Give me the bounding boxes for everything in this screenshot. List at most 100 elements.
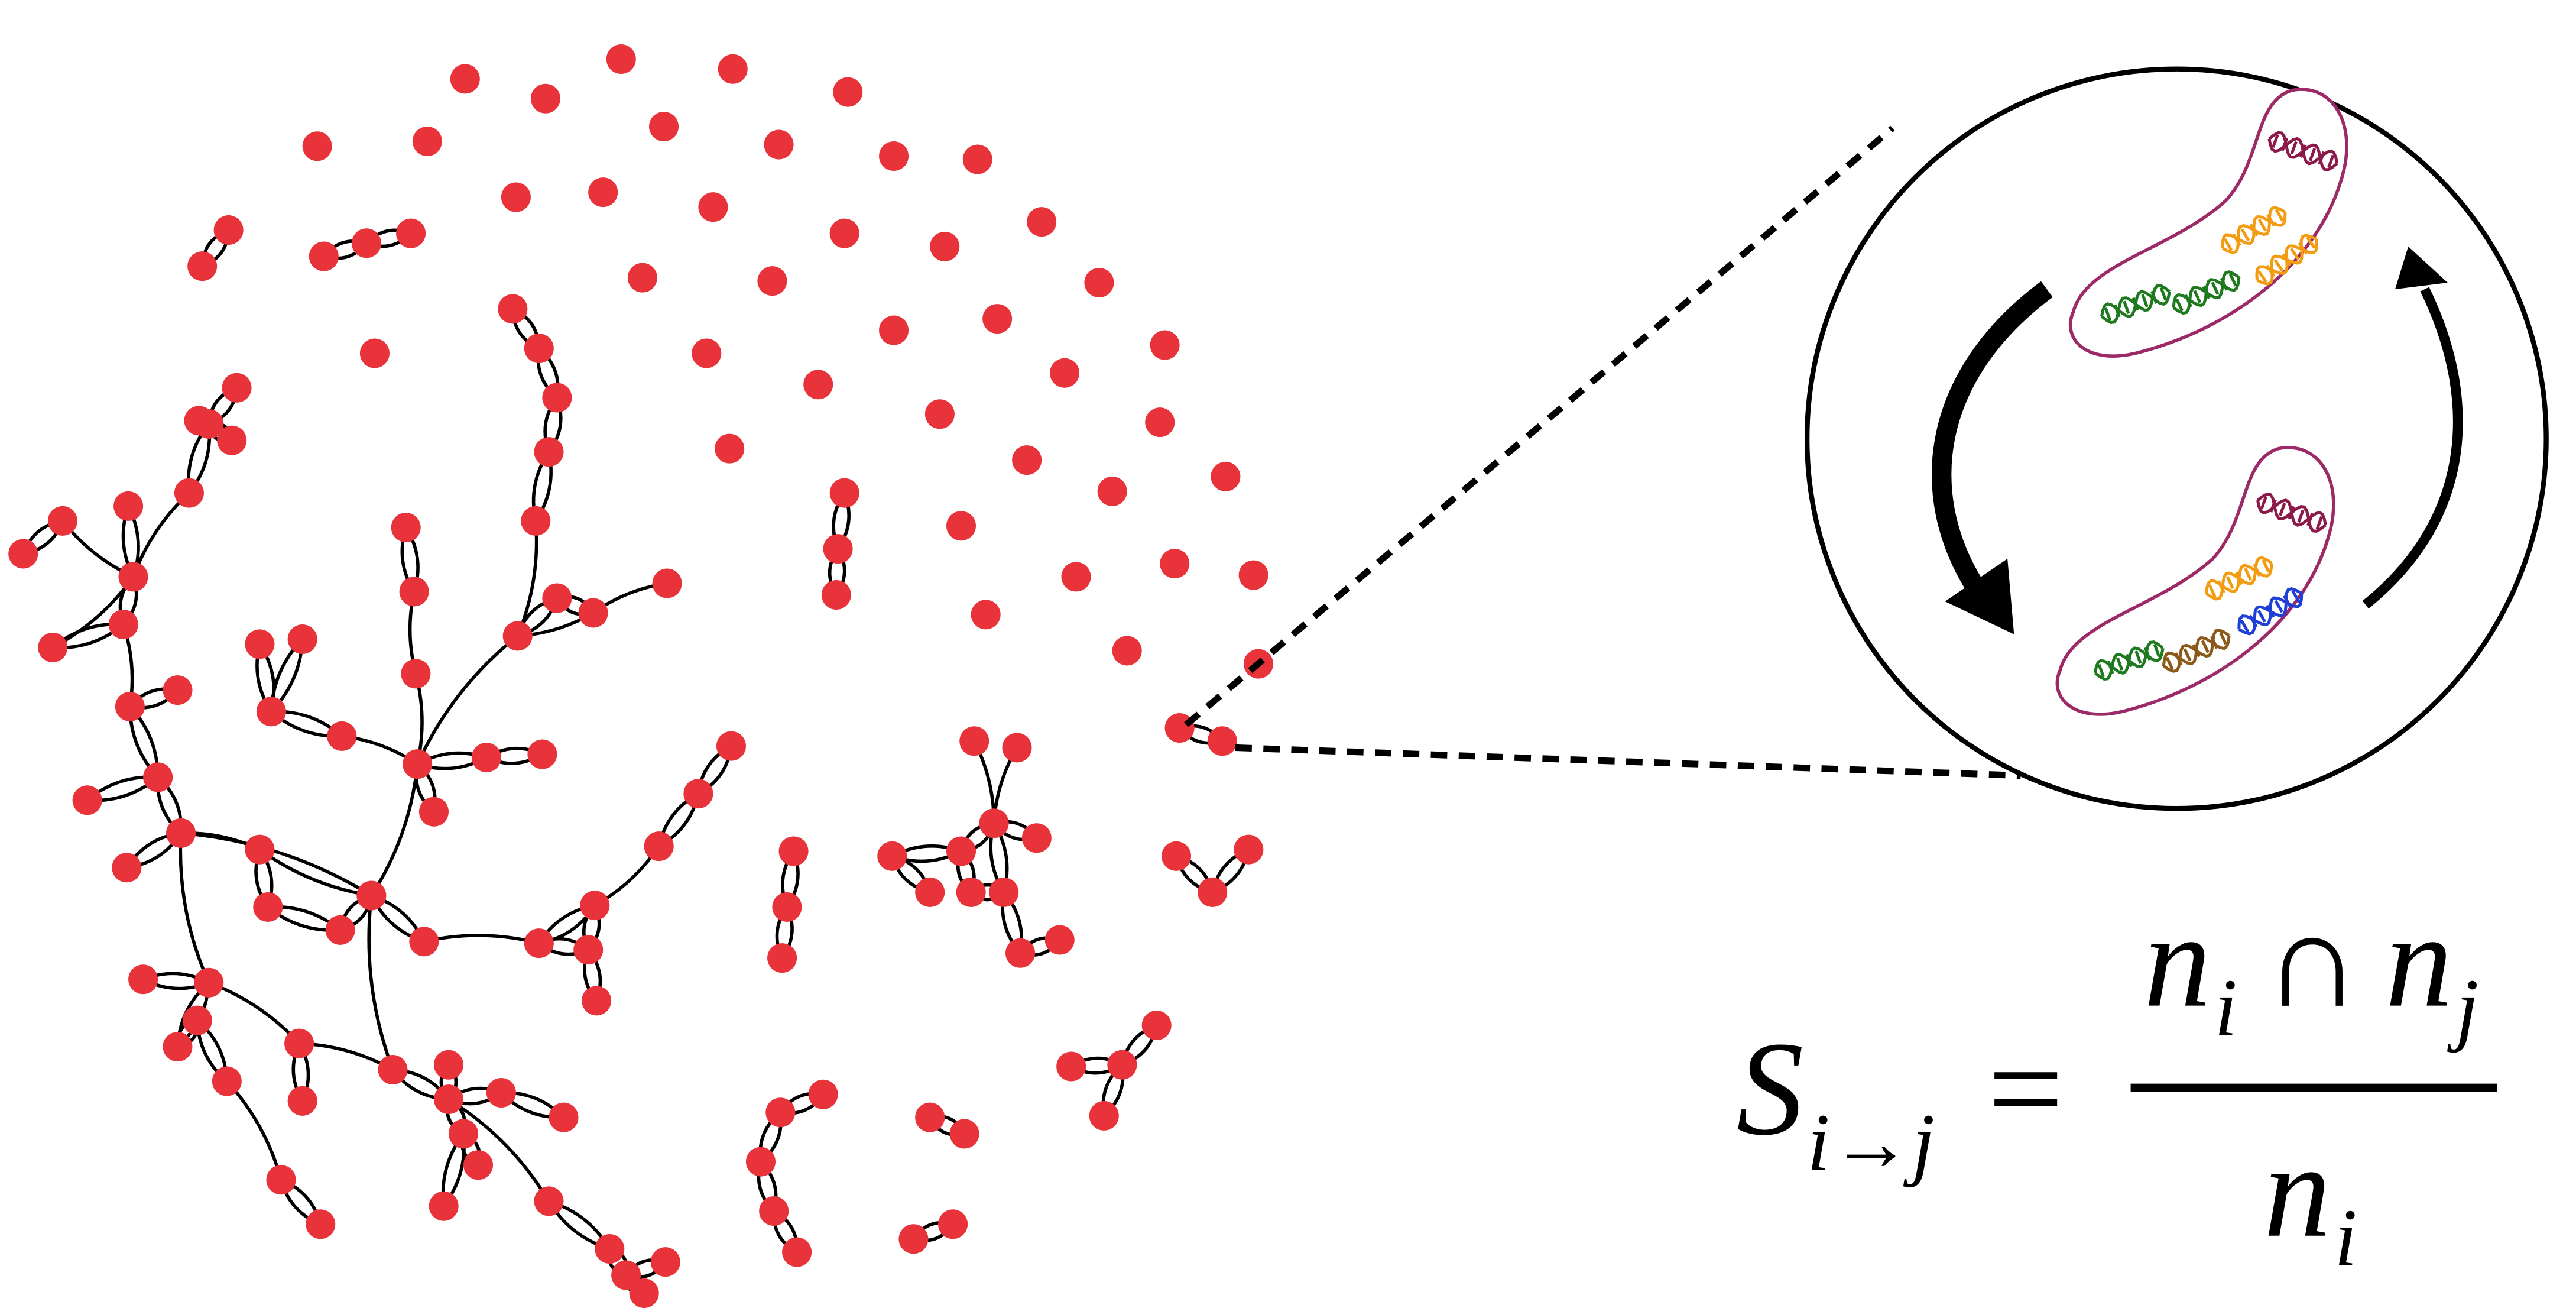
node bbox=[653, 568, 682, 598]
node bbox=[718, 54, 748, 84]
node bbox=[391, 513, 421, 542]
node bbox=[1005, 938, 1035, 968]
node bbox=[982, 304, 1012, 334]
node bbox=[38, 633, 67, 662]
node bbox=[698, 192, 728, 222]
network bbox=[8, 44, 1273, 1308]
node bbox=[1112, 636, 1142, 665]
node bbox=[1239, 561, 1268, 590]
edge bbox=[259, 850, 371, 896]
node bbox=[378, 1055, 407, 1084]
node bbox=[288, 624, 317, 654]
node bbox=[326, 915, 355, 945]
node bbox=[606, 44, 636, 74]
node bbox=[822, 580, 851, 610]
node bbox=[183, 1006, 212, 1035]
node bbox=[715, 434, 744, 464]
node bbox=[757, 266, 787, 296]
node bbox=[527, 740, 557, 769]
node bbox=[212, 1067, 242, 1096]
node bbox=[938, 1209, 968, 1239]
inset bbox=[1807, 69, 2546, 809]
node bbox=[1089, 1101, 1119, 1131]
node bbox=[580, 891, 609, 920]
node bbox=[1160, 549, 1189, 578]
node bbox=[782, 1238, 812, 1267]
node bbox=[1198, 878, 1227, 907]
edge bbox=[371, 764, 417, 895]
subscript: i→j bbox=[1807, 1097, 1935, 1189]
node bbox=[524, 334, 554, 363]
edge bbox=[181, 833, 371, 896]
node bbox=[683, 779, 713, 808]
page: {"formula": { "lhs": {"symbol": "S", "su… bbox=[0, 0, 2576, 1308]
node bbox=[1022, 823, 1052, 853]
edge bbox=[227, 1082, 281, 1180]
node bbox=[877, 841, 907, 871]
node bbox=[401, 659, 430, 688]
symbol: n bbox=[2144, 886, 2211, 1035]
node bbox=[809, 1080, 838, 1109]
node bbox=[1056, 1051, 1086, 1081]
node bbox=[309, 241, 339, 271]
node bbox=[48, 506, 77, 536]
node bbox=[486, 1078, 516, 1108]
node bbox=[113, 491, 143, 521]
node bbox=[409, 927, 439, 956]
node bbox=[73, 785, 102, 815]
node bbox=[143, 762, 173, 792]
node bbox=[8, 539, 38, 568]
node bbox=[1027, 207, 1056, 237]
node bbox=[779, 836, 809, 866]
node bbox=[1150, 331, 1180, 360]
node bbox=[245, 629, 274, 659]
node bbox=[303, 131, 332, 161]
node bbox=[419, 797, 449, 827]
node bbox=[400, 577, 429, 606]
edge bbox=[209, 983, 299, 1044]
node bbox=[833, 77, 862, 107]
node bbox=[930, 232, 959, 261]
node bbox=[925, 399, 955, 429]
node bbox=[898, 1224, 928, 1254]
node bbox=[582, 986, 611, 1015]
node bbox=[184, 406, 214, 435]
node bbox=[879, 316, 909, 345]
node bbox=[534, 1186, 563, 1216]
node bbox=[245, 835, 274, 865]
node bbox=[959, 726, 989, 756]
node bbox=[360, 338, 390, 368]
node bbox=[531, 84, 560, 114]
symbol: n bbox=[2385, 886, 2452, 1035]
node bbox=[1002, 733, 1031, 762]
node bbox=[1211, 462, 1240, 491]
node bbox=[306, 1209, 335, 1239]
node bbox=[549, 1103, 578, 1132]
node bbox=[450, 64, 480, 93]
node bbox=[396, 219, 426, 248]
node bbox=[764, 130, 794, 160]
subscript: i bbox=[2334, 1193, 2357, 1284]
node bbox=[588, 177, 618, 207]
node bbox=[772, 892, 802, 922]
node bbox=[187, 251, 217, 281]
node bbox=[501, 182, 531, 212]
node bbox=[759, 1196, 789, 1226]
node bbox=[1162, 841, 1191, 871]
node bbox=[284, 1029, 314, 1058]
node bbox=[692, 338, 721, 368]
node bbox=[542, 383, 572, 412]
node bbox=[573, 935, 603, 964]
node bbox=[288, 1086, 317, 1116]
node bbox=[521, 506, 550, 536]
node bbox=[1107, 1050, 1137, 1080]
node bbox=[214, 215, 244, 245]
edge bbox=[417, 636, 518, 764]
node bbox=[352, 228, 381, 258]
node bbox=[112, 853, 141, 882]
node bbox=[542, 584, 572, 613]
node bbox=[449, 1119, 478, 1148]
node bbox=[630, 1278, 659, 1308]
node bbox=[628, 263, 657, 293]
node bbox=[163, 1032, 192, 1061]
